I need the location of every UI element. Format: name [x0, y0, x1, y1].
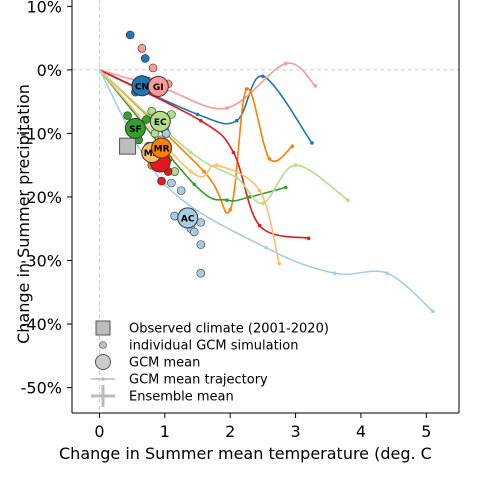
- individual-simulation-point: [125, 30, 135, 40]
- trajectory-point: [332, 271, 337, 276]
- x-axis-ticks: 0 1 2 3 4 5: [94, 413, 431, 441]
- trajectory-point: [192, 182, 197, 187]
- individual-simulation-point: [196, 268, 206, 278]
- trajectory-point: [198, 118, 203, 123]
- individual-simulation-point: [137, 43, 147, 53]
- x-axis-label: Change in Summer mean temperature (deg. …: [59, 444, 432, 463]
- gcm-mean-label: GI: [153, 83, 164, 93]
- gcm-mean-circle: [177, 207, 199, 229]
- trajectory-point: [385, 271, 389, 276]
- trajectory-point: [189, 150, 193, 155]
- trajectory-point: [244, 87, 249, 91]
- trajectory-point: [215, 163, 219, 167]
- trajectory-point: [310, 141, 314, 145]
- trajectory-line: [98, 69, 280, 264]
- gcm-mean-circle: [147, 75, 169, 97]
- trajectory-point: [257, 223, 262, 228]
- trajectory-point: [293, 163, 298, 167]
- trajectory-point: [313, 83, 317, 88]
- trajectory-point: [306, 236, 311, 241]
- x-tick-label: 1: [160, 422, 170, 441]
- individual-simulation-point: [157, 176, 166, 186]
- legend-small-circle-symbol: [99, 341, 107, 349]
- plot-frame: [71, 0, 460, 414]
- x-tick-label: 5: [421, 422, 431, 441]
- gcm-mean-circle: [149, 110, 171, 132]
- legend-label: Ensemble mean: [129, 390, 234, 405]
- gcm-mean-label: AC: [181, 214, 195, 224]
- individual-simulation-point: [167, 178, 176, 188]
- y-tick-label: -20%: [21, 188, 62, 207]
- trajectory-point: [431, 309, 435, 314]
- gcm-trajectories: [98, 61, 435, 314]
- trajectory-point: [234, 176, 239, 180]
- legend-label: GCM mean: [129, 356, 200, 371]
- trajectory-point: [228, 207, 232, 212]
- trajectory-point: [248, 195, 252, 199]
- legend-line-point: [101, 377, 105, 381]
- individual-simulation-point: [196, 240, 206, 249]
- trajectory-point: [277, 261, 282, 266]
- trajectory-point: [195, 112, 200, 117]
- x-tick-label: 4: [356, 422, 366, 441]
- trajectory-point: [189, 169, 193, 174]
- trajectory-point: [257, 188, 262, 193]
- y-axis-label: Change in Summer precipitation: [14, 84, 33, 344]
- gcm-mean-label: MR: [154, 145, 170, 155]
- individual-simulation-point: [189, 227, 199, 237]
- y-tick-label: -10%: [21, 124, 62, 143]
- trajectory-point: [231, 150, 236, 155]
- legend-large-circle-symbol: [95, 354, 111, 370]
- legend: Observed climate (2001-2020) individual G…: [91, 320, 329, 407]
- y-tick-label: 0%: [37, 61, 62, 80]
- y-tick-label: -30%: [21, 252, 62, 271]
- legend-label: GCM mean trajectory: [129, 373, 268, 388]
- gcm-mean-label: EC: [154, 118, 167, 128]
- individual-simulation-point: [148, 63, 158, 73]
- x-tick-label: 3: [290, 422, 300, 441]
- legend-label: individual GCM simulation: [129, 339, 299, 354]
- individual-simulation-point: [123, 111, 132, 120]
- y-tick-label: 10%: [26, 0, 62, 16]
- trajectory-point: [346, 198, 350, 202]
- individual-simulation-point: [140, 54, 150, 63]
- gcm-mean-label: CN: [135, 82, 149, 92]
- trajectory-point: [283, 185, 288, 190]
- trajectory-point: [261, 201, 265, 206]
- trajectory-point: [261, 74, 265, 79]
- x-tick-label: 2: [225, 422, 235, 441]
- gcm-mean-label: MA: [144, 149, 160, 159]
- trajectory-point: [267, 157, 272, 161]
- gcm-mean-label: SF: [129, 125, 142, 135]
- trajectory-point: [290, 144, 295, 148]
- gcm-mean-circle: [151, 137, 173, 159]
- individual-simulation-point: [176, 186, 186, 195]
- trajectory-point: [202, 169, 206, 174]
- trajectory-point: [234, 118, 239, 123]
- y-tick-label: -40%: [21, 315, 62, 334]
- gcm-mean-circle: [124, 117, 146, 139]
- trajectory-point: [283, 61, 288, 66]
- observed-marker: [119, 137, 137, 155]
- trajectory-point: [264, 246, 268, 250]
- legend-label: Observed climate (2001-2020): [129, 322, 329, 337]
- y-axis-ticks: 10% 0% -10% -20% -30% -40% -50%: [21, 0, 72, 398]
- trajectory-point: [225, 198, 229, 202]
- legend-square-symbol: [95, 320, 111, 336]
- trajectory-point: [225, 106, 229, 110]
- x-tick-label: 0: [94, 422, 104, 441]
- y-tick-label: -50%: [21, 379, 62, 398]
- observed-climate-square: [119, 137, 137, 155]
